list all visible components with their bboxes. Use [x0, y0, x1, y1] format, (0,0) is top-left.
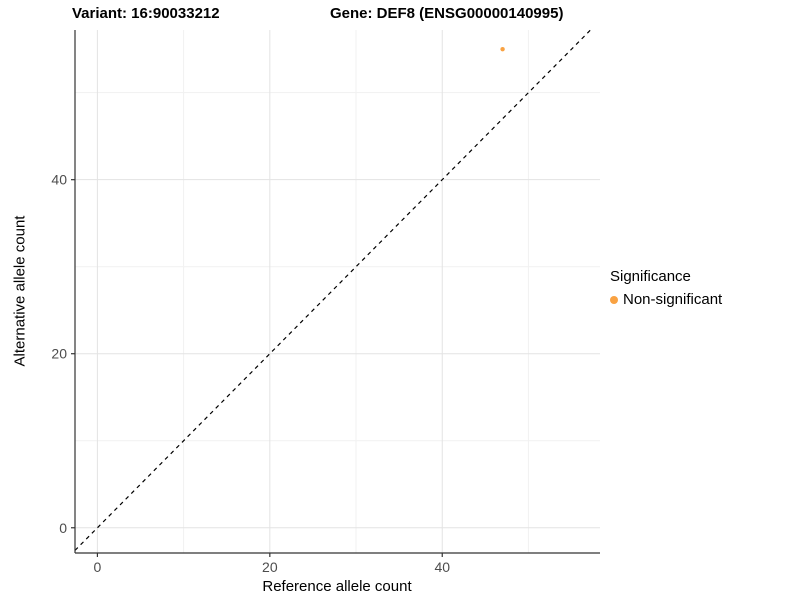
- data-point: [500, 46, 505, 52]
- y-tick-label: 40: [51, 172, 67, 188]
- legend: Significance Non-significant: [610, 268, 722, 308]
- gene-title: Gene: DEF8 (ENSG00000140995): [330, 5, 564, 22]
- x-tick-label: 20: [262, 559, 278, 575]
- y-axis-title: Alternative allele count: [11, 215, 29, 367]
- legend-item-label: Non-significant: [623, 291, 723, 308]
- legend-title: Significance: [610, 268, 691, 285]
- legend-point-icon: [610, 295, 618, 304]
- x-axis-title: Reference allele count: [262, 578, 412, 595]
- x-tick-label: 40: [434, 559, 450, 575]
- identity-reference-line: [74, 29, 591, 551]
- x-tick-label: 0: [94, 559, 102, 575]
- y-tick-label: 20: [51, 346, 67, 362]
- variant-title: Variant: 16:90033212: [72, 5, 220, 22]
- y-tick-label: 0: [59, 520, 67, 536]
- legend-item: Non-significant: [610, 291, 722, 308]
